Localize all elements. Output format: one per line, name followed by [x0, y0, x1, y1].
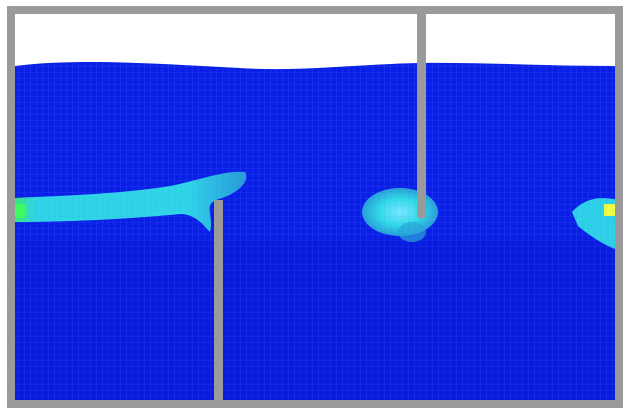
- lower-baffle: [214, 200, 223, 404]
- mesh-grid-overlay: [15, 62, 615, 402]
- outer-tank-frame: [7, 6, 623, 408]
- upper-baffle: [417, 12, 426, 218]
